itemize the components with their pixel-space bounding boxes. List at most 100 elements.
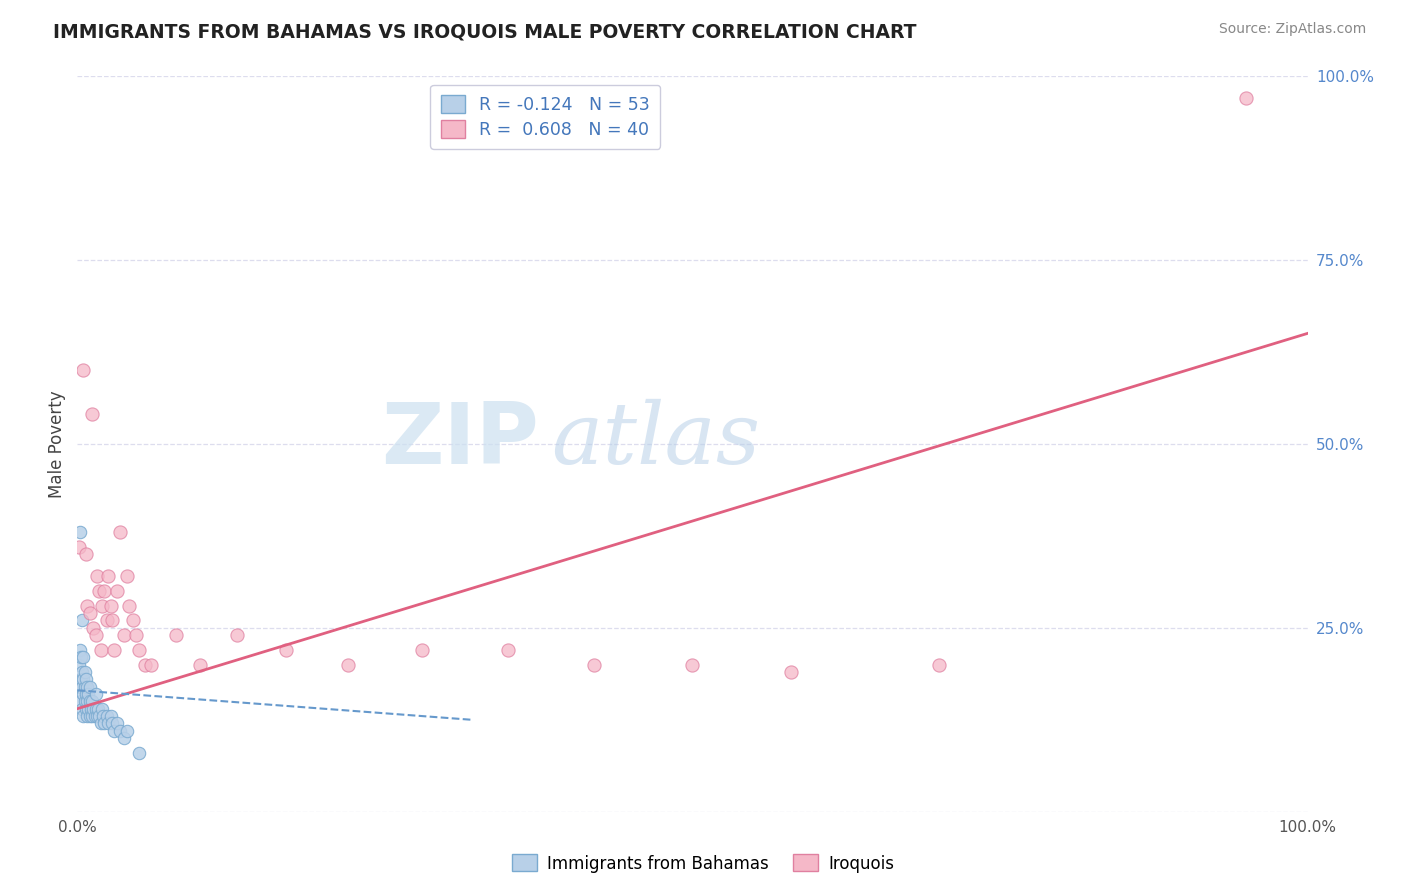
- Point: [100, 709, 122, 723]
- Point: [70, 701, 93, 715]
- Point: [118, 599, 141, 613]
- Point: [337, 657, 360, 672]
- Point: [165, 628, 187, 642]
- Point: [69, 524, 91, 539]
- Point: [76, 680, 98, 694]
- Point: [83, 709, 105, 723]
- Point: [97, 716, 120, 731]
- Point: [82, 621, 104, 635]
- Point: [86, 569, 108, 583]
- Point: [101, 614, 124, 628]
- Point: [73, 694, 96, 708]
- Point: [70, 614, 93, 628]
- Text: ZIP: ZIP: [381, 399, 538, 482]
- Point: [79, 709, 101, 723]
- Point: [77, 701, 100, 715]
- Point: [70, 650, 93, 665]
- Text: atlas: atlas: [551, 399, 761, 482]
- Point: [84, 701, 107, 715]
- Text: Source: ZipAtlas.com: Source: ZipAtlas.com: [1219, 22, 1367, 37]
- Point: [67, 657, 90, 672]
- Point: [110, 723, 132, 738]
- Point: [411, 642, 433, 657]
- Point: [128, 642, 150, 657]
- Point: [115, 723, 138, 738]
- Point: [583, 657, 606, 672]
- Point: [103, 723, 125, 738]
- Point: [496, 642, 519, 657]
- Point: [105, 716, 128, 731]
- Point: [73, 665, 96, 679]
- Point: [682, 657, 704, 672]
- Point: [190, 657, 212, 672]
- Point: [82, 694, 104, 708]
- Point: [90, 716, 112, 731]
- Point: [87, 701, 110, 715]
- Legend: R = -0.124   N = 53, R =  0.608   N = 40: R = -0.124 N = 53, R = 0.608 N = 40: [430, 85, 661, 149]
- Point: [82, 407, 104, 421]
- Point: [128, 746, 150, 760]
- Point: [105, 584, 128, 599]
- Point: [125, 628, 148, 642]
- Point: [141, 657, 163, 672]
- Point: [69, 680, 91, 694]
- Point: [79, 606, 101, 620]
- Y-axis label: Male Poverty: Male Poverty: [48, 390, 66, 498]
- Point: [76, 694, 98, 708]
- Point: [72, 363, 94, 377]
- Point: [82, 709, 104, 723]
- Point: [70, 665, 93, 679]
- Point: [82, 701, 104, 715]
- Point: [67, 540, 90, 554]
- Point: [80, 701, 103, 715]
- Point: [101, 716, 124, 731]
- Point: [84, 687, 107, 701]
- Point: [75, 701, 97, 715]
- Point: [72, 709, 94, 723]
- Point: [70, 694, 93, 708]
- Point: [76, 709, 98, 723]
- Point: [91, 709, 114, 723]
- Point: [89, 584, 111, 599]
- Point: [110, 524, 132, 539]
- Point: [780, 665, 803, 679]
- Point: [928, 657, 950, 672]
- Point: [69, 642, 91, 657]
- Legend: Immigrants from Bahamas, Iroquois: Immigrants from Bahamas, Iroquois: [505, 847, 901, 880]
- Point: [96, 614, 118, 628]
- Point: [73, 680, 96, 694]
- Point: [90, 599, 114, 613]
- Point: [96, 709, 118, 723]
- Point: [70, 680, 93, 694]
- Point: [112, 731, 135, 746]
- Point: [226, 628, 249, 642]
- Point: [76, 599, 98, 613]
- Point: [79, 694, 101, 708]
- Point: [112, 628, 135, 642]
- Point: [70, 673, 93, 687]
- Point: [121, 614, 143, 628]
- Point: [134, 657, 156, 672]
- Point: [75, 547, 97, 561]
- Point: [93, 584, 115, 599]
- Point: [276, 642, 298, 657]
- Point: [97, 569, 120, 583]
- Point: [90, 642, 112, 657]
- Point: [89, 709, 111, 723]
- Point: [72, 650, 94, 665]
- Point: [86, 709, 108, 723]
- Point: [77, 687, 100, 701]
- Point: [75, 687, 97, 701]
- Text: IMMIGRANTS FROM BAHAMAS VS IROQUOIS MALE POVERTY CORRELATION CHART: IMMIGRANTS FROM BAHAMAS VS IROQUOIS MALE…: [53, 22, 917, 41]
- Point: [72, 673, 94, 687]
- Point: [84, 628, 107, 642]
- Point: [90, 701, 114, 715]
- Point: [100, 599, 122, 613]
- Point: [93, 716, 115, 731]
- Point: [103, 642, 125, 657]
- Point: [1234, 91, 1257, 105]
- Point: [115, 569, 138, 583]
- Point: [72, 687, 94, 701]
- Point: [79, 680, 101, 694]
- Point: [75, 673, 97, 687]
